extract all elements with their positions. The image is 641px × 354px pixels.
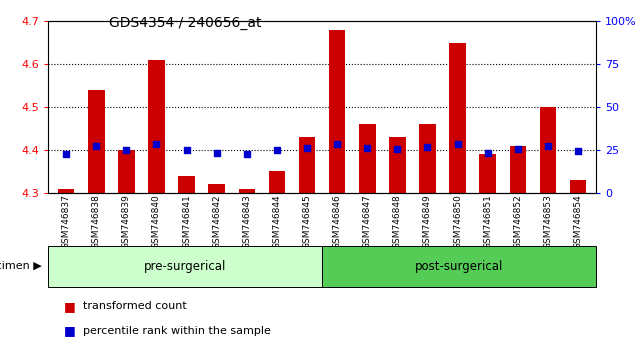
- Bar: [269, 171, 285, 193]
- Text: GSM746851: GSM746851: [483, 194, 492, 249]
- Text: ■: ■: [64, 300, 76, 313]
- Bar: [449, 43, 466, 193]
- Bar: [322, 246, 596, 287]
- Text: ■: ■: [64, 325, 76, 337]
- Text: GSM746852: GSM746852: [513, 194, 522, 249]
- Bar: [479, 154, 496, 193]
- Point: [151, 141, 162, 147]
- Text: percentile rank within the sample: percentile rank within the sample: [83, 326, 271, 336]
- Text: GSM746838: GSM746838: [92, 194, 101, 249]
- Text: transformed count: transformed count: [83, 301, 187, 311]
- Bar: [329, 30, 345, 193]
- Bar: [148, 60, 165, 193]
- Text: GDS4354 / 240656_at: GDS4354 / 240656_at: [109, 16, 262, 30]
- Text: pre-surgerical: pre-surgerical: [144, 260, 226, 273]
- Point: [61, 152, 71, 157]
- Bar: [389, 137, 406, 193]
- Bar: [178, 176, 195, 193]
- Text: GSM746843: GSM746843: [242, 194, 251, 249]
- Text: GSM746840: GSM746840: [152, 194, 161, 249]
- Point: [242, 152, 252, 157]
- Text: GSM746853: GSM746853: [544, 194, 553, 249]
- Point: [332, 142, 342, 147]
- Bar: [208, 184, 225, 193]
- Point: [91, 143, 101, 149]
- Text: post-surgerical: post-surgerical: [415, 260, 503, 273]
- Point: [362, 145, 372, 151]
- Point: [422, 144, 433, 149]
- Point: [212, 150, 222, 156]
- Text: GSM746846: GSM746846: [333, 194, 342, 249]
- Bar: [238, 189, 255, 193]
- Text: GSM746841: GSM746841: [182, 194, 191, 249]
- Bar: [88, 90, 104, 193]
- Text: GSM746842: GSM746842: [212, 194, 221, 249]
- Point: [181, 147, 192, 153]
- Text: GSM746844: GSM746844: [272, 194, 281, 249]
- Text: GSM746849: GSM746849: [423, 194, 432, 249]
- Bar: [58, 189, 74, 193]
- Point: [513, 146, 523, 152]
- Bar: [510, 146, 526, 193]
- Text: specimen ▶: specimen ▶: [0, 261, 42, 271]
- Bar: [540, 107, 556, 193]
- Text: GSM746848: GSM746848: [393, 194, 402, 249]
- Text: GSM746850: GSM746850: [453, 194, 462, 249]
- Point: [392, 146, 403, 152]
- Point: [272, 147, 282, 153]
- Text: GSM746839: GSM746839: [122, 194, 131, 249]
- Bar: [570, 180, 587, 193]
- Point: [573, 148, 583, 154]
- Text: GSM746837: GSM746837: [62, 194, 71, 249]
- Bar: [118, 150, 135, 193]
- Text: GSM746845: GSM746845: [303, 194, 312, 249]
- Text: GSM746847: GSM746847: [363, 194, 372, 249]
- Point: [121, 147, 131, 153]
- Point: [302, 145, 312, 151]
- Bar: [419, 124, 436, 193]
- Bar: [48, 246, 322, 287]
- Text: GSM746854: GSM746854: [574, 194, 583, 249]
- Point: [453, 141, 463, 147]
- Point: [543, 143, 553, 149]
- Bar: [359, 124, 376, 193]
- Point: [483, 150, 493, 156]
- Bar: [299, 137, 315, 193]
